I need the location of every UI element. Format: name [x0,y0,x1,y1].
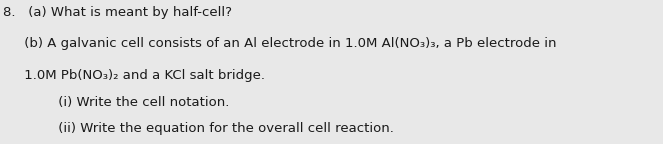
Text: 8.   (a) What is meant by half-cell?: 8. (a) What is meant by half-cell? [3,6,232,19]
Text: 1.0M Pb(NO₃)₂ and a KCl salt bridge.: 1.0M Pb(NO₃)₂ and a KCl salt bridge. [3,69,265,82]
Text: (b) A galvanic cell consists of an Al electrode in 1.0M Al(NO₃)₃, a Pb electrode: (b) A galvanic cell consists of an Al el… [3,37,557,50]
Text: (ii) Write the equation for the overall cell reaction.: (ii) Write the equation for the overall … [3,122,394,135]
Text: (i) Write the cell notation.: (i) Write the cell notation. [3,96,229,109]
